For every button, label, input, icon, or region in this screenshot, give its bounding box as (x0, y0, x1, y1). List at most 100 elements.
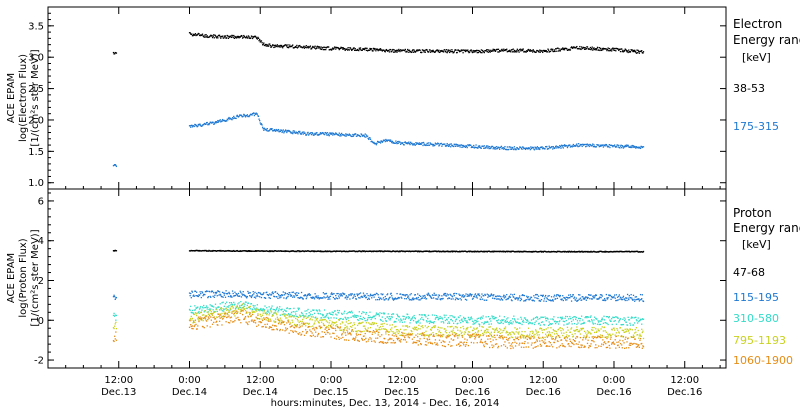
data-point (499, 332, 501, 335)
data-point (242, 306, 244, 309)
data-point (404, 297, 406, 300)
data-point (583, 47, 585, 49)
data-point (316, 297, 319, 299)
data-point (234, 315, 236, 317)
data-point (384, 318, 386, 320)
data-point (302, 298, 304, 300)
data-point (192, 322, 194, 324)
data-point (514, 319, 516, 321)
data-point (636, 49, 638, 51)
data-point (548, 321, 550, 323)
data-point (338, 295, 340, 297)
data-point (236, 305, 238, 307)
data-point (476, 49, 478, 52)
data-point (529, 49, 531, 51)
data-point (277, 46, 279, 48)
data-point (417, 296, 419, 299)
data-point (581, 145, 583, 148)
data-point (539, 318, 541, 320)
data-point (341, 46, 343, 49)
data-point (280, 44, 283, 47)
data-point (608, 50, 610, 52)
data-point (215, 321, 217, 323)
data-point (505, 49, 507, 51)
data-point (299, 132, 302, 134)
data-point (517, 332, 519, 334)
data-point (216, 316, 218, 319)
data-point (369, 137, 371, 139)
data-point (314, 45, 316, 47)
data-point (618, 321, 620, 323)
data-point (612, 146, 614, 148)
data-point (523, 300, 525, 302)
data-point (253, 114, 256, 117)
data-point (427, 142, 429, 144)
data-point (539, 327, 541, 329)
data-point (556, 251, 558, 253)
data-point (332, 321, 334, 324)
data-point (511, 299, 513, 302)
data-point (525, 321, 527, 323)
data-point (283, 321, 285, 323)
data-point (327, 316, 329, 319)
data-point (450, 330, 452, 332)
data-point (633, 146, 635, 149)
data-point (584, 316, 586, 319)
data-point (195, 314, 198, 317)
data-point (293, 327, 296, 329)
data-point (582, 298, 585, 300)
data-point (221, 302, 223, 304)
data-point (632, 334, 635, 336)
data-point (322, 48, 325, 51)
data-point (421, 142, 424, 144)
data-point (617, 299, 619, 301)
data-point (288, 46, 290, 48)
data-point (418, 250, 420, 252)
data-point (629, 146, 632, 149)
data-point (603, 326, 606, 328)
data-point (325, 292, 327, 295)
data-point (276, 306, 279, 308)
data-point (286, 46, 289, 49)
data-point (265, 128, 267, 130)
data-point (279, 314, 281, 316)
data-point (275, 128, 277, 131)
data-point (375, 50, 377, 52)
data-point (596, 47, 598, 50)
data-point (577, 322, 579, 324)
data-point (194, 321, 196, 324)
data-point (225, 307, 227, 310)
data-point (578, 250, 580, 252)
data-point (510, 319, 512, 322)
data-point (615, 294, 618, 296)
data-point (291, 45, 293, 47)
data-point (603, 319, 606, 321)
data-point (356, 294, 359, 297)
data-point (428, 322, 431, 324)
data-point (313, 322, 316, 324)
data-point (530, 322, 532, 324)
data-point (259, 310, 261, 312)
data-point (205, 249, 207, 252)
data-point (270, 128, 272, 130)
data-point (464, 295, 466, 297)
data-point (351, 293, 353, 295)
data-point (568, 335, 570, 337)
data-point (311, 319, 313, 321)
data-point (388, 298, 390, 300)
data-point (232, 117, 234, 120)
data-point (326, 296, 328, 298)
data-point (474, 328, 476, 330)
data-point (552, 48, 554, 51)
data-point (249, 308, 251, 310)
data-point (245, 296, 247, 298)
data-point (279, 297, 281, 299)
data-point (412, 316, 414, 318)
data-point (292, 130, 294, 132)
data-point (520, 316, 522, 318)
data-point (555, 48, 557, 50)
data-point (316, 335, 319, 337)
data-point (218, 306, 220, 308)
data-point (231, 117, 234, 119)
data-point (210, 319, 213, 321)
